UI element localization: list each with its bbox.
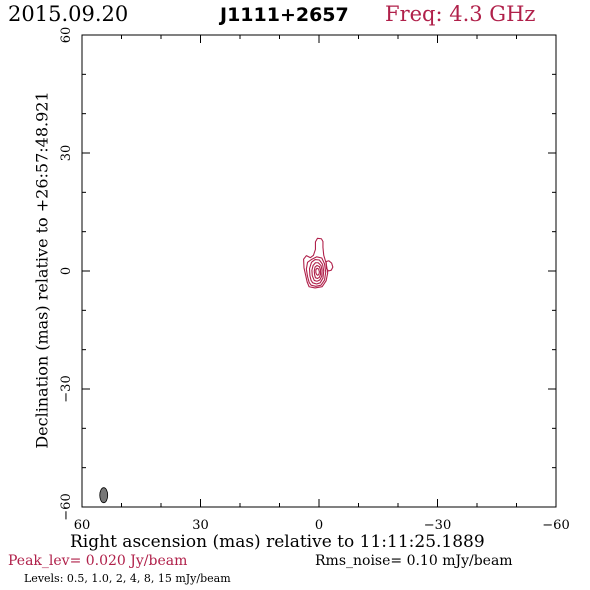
y-tick-label: −30: [59, 375, 74, 402]
peak-level: Peak_lev= 0.020 Jy/beam: [8, 553, 188, 569]
x-tick-label: −30: [424, 518, 451, 533]
axis-tick-labels: 60 30 0 −30 −60 −60 −30 0 30 60: [59, 27, 570, 533]
y-tick-label: 60: [59, 27, 74, 44]
y-tick-label: 0: [59, 267, 74, 275]
beam-ellipse: [99, 487, 109, 504]
x-tick-label: 0: [315, 518, 323, 533]
x-axis-label: Right ascension (mas) relative to 11:11:…: [70, 532, 485, 552]
frequency-label: Freq: 4.3 GHz: [385, 2, 536, 26]
observation-date: 2015.09.20: [8, 2, 129, 26]
x-tick-label: 30: [192, 518, 209, 533]
y-tick-label: −60: [59, 493, 74, 520]
contour-line: [315, 267, 320, 276]
x-tick-label: −60: [542, 518, 569, 533]
rms-noise: Rms_noise= 0.10 mJy/beam: [315, 553, 513, 569]
contour-line: [313, 264, 322, 280]
contour-line: [325, 260, 334, 272]
x-tick-label: 60: [74, 518, 91, 533]
contour-levels: Levels: 0.5, 1.0, 2, 4, 8, 15 mJy/beam: [24, 572, 231, 585]
y-axis-label: Declination (mas) relative to +26:57:48.…: [32, 91, 52, 449]
contour-line: [311, 262, 323, 282]
contour-line: [303, 237, 329, 289]
contour-line: [308, 259, 325, 285]
axis-ticks: [81, 34, 557, 508]
contour-line: [305, 256, 327, 287]
contour-lines: [303, 237, 334, 289]
y-tick-label: 30: [59, 145, 74, 162]
source-name: J1111+2657: [220, 4, 349, 26]
